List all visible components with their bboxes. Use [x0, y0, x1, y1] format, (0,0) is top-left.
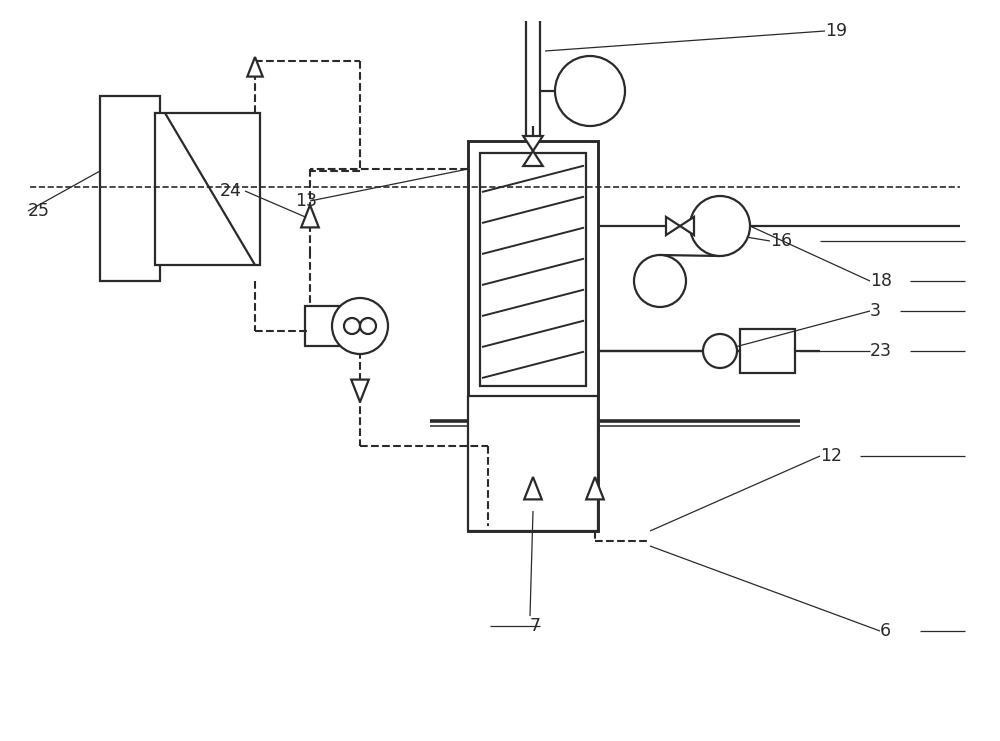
Text: 18: 18 — [870, 272, 892, 290]
Text: 19: 19 — [825, 22, 847, 40]
Polygon shape — [524, 477, 542, 499]
Bar — [468, 141, 598, 531]
Bar — [100, 96, 160, 281]
Polygon shape — [351, 379, 369, 402]
Polygon shape — [301, 205, 319, 227]
Bar — [155, 113, 260, 265]
Text: 25: 25 — [28, 202, 50, 220]
Text: 6: 6 — [880, 622, 891, 640]
Polygon shape — [680, 217, 694, 235]
Circle shape — [703, 334, 737, 368]
Text: 23: 23 — [870, 342, 892, 360]
Bar — [480, 153, 586, 386]
Circle shape — [332, 298, 388, 354]
Text: 13: 13 — [295, 192, 317, 210]
Circle shape — [690, 196, 750, 256]
Bar — [740, 329, 795, 373]
Bar — [305, 306, 343, 346]
Text: 3: 3 — [870, 302, 881, 320]
Text: 12: 12 — [820, 447, 842, 465]
Polygon shape — [247, 57, 263, 76]
Circle shape — [634, 255, 686, 307]
Text: 16: 16 — [770, 232, 792, 250]
Polygon shape — [523, 151, 543, 166]
Circle shape — [344, 318, 360, 334]
Text: 24: 24 — [220, 182, 242, 200]
Polygon shape — [666, 217, 680, 235]
Bar — [468, 396, 598, 531]
Circle shape — [555, 56, 625, 126]
Polygon shape — [586, 477, 604, 499]
Circle shape — [360, 318, 376, 334]
Polygon shape — [523, 136, 543, 151]
Text: 7: 7 — [530, 617, 541, 635]
